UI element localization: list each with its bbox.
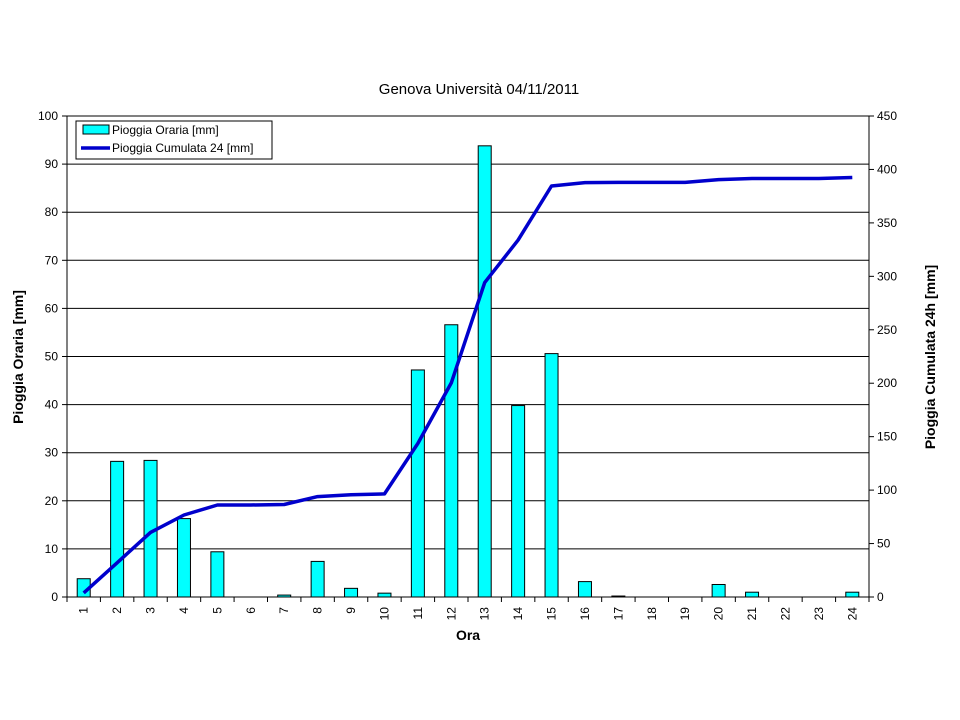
left-axis-label: Pioggia Oraria [mm]: [10, 290, 26, 424]
bar: [711, 583, 726, 598]
x-axis: 1 2 3 4 5 6 7 8 9 10 11 12 13 14 15 16 17 18 19 20 21 22 23 24: [66, 597, 870, 621]
x-tick-label: 9: [344, 607, 358, 614]
bar: [745, 591, 760, 598]
bar: [344, 587, 359, 598]
x-tick-label: 7: [277, 607, 291, 614]
x-tick-label: 23: [812, 607, 826, 621]
x-tick-label: 10: [377, 607, 391, 621]
x-tick-label: 4: [177, 607, 191, 614]
x-tick-label: 2: [110, 607, 124, 614]
bar: [210, 551, 225, 598]
bar: [544, 353, 559, 598]
left-tick-label: 80: [45, 205, 59, 219]
cumulative-line: [82, 175, 853, 595]
x-tick-label: 1: [77, 607, 91, 614]
x-tick-label: 21: [745, 607, 759, 621]
bar: [577, 581, 592, 598]
bar: [310, 560, 325, 598]
left-tick-label: 60: [45, 301, 59, 315]
left-axis: 0 10 20 30 40 50 60 70 80 90 100: [38, 109, 67, 604]
x-tick-label: 16: [578, 607, 592, 621]
legend-swatch-hourly: [82, 124, 110, 135]
x-tick-label: 18: [645, 607, 659, 621]
right-tick-label: 350: [877, 216, 897, 230]
x-axis-label: Ora: [456, 627, 480, 643]
left-tick-label: 50: [45, 350, 59, 364]
right-axis-label: Pioggia Cumulata 24h [mm]: [922, 265, 938, 449]
x-tick-label: 15: [545, 607, 559, 621]
bar: [511, 405, 526, 598]
left-tick-label: 20: [45, 494, 59, 508]
bar: [477, 145, 492, 598]
x-tick-label: 8: [311, 607, 325, 614]
right-tick-label: 450: [877, 109, 897, 123]
x-tick-label: 13: [478, 607, 492, 621]
chart-title: Genova Università 04/11/2011: [379, 81, 579, 98]
x-tick-label: 11: [411, 607, 425, 620]
left-tick-label: 30: [45, 446, 59, 460]
x-tick-label: 24: [845, 607, 859, 621]
bar: [110, 460, 125, 598]
x-tick-label: 17: [611, 607, 625, 621]
x-tick-label: 20: [712, 607, 726, 621]
left-tick-label: 0: [51, 590, 58, 604]
right-tick-label: 0: [877, 590, 884, 604]
left-tick-label: 40: [45, 398, 59, 412]
x-tick-label: 22: [778, 607, 792, 621]
right-tick-label: 300: [877, 269, 897, 283]
right-tick-label: 50: [877, 537, 891, 551]
x-tick-label: 19: [678, 607, 692, 621]
bar: [410, 369, 425, 598]
legend: Pioggia Oraria [mm] Pioggia Cumulata 24 …: [75, 120, 273, 160]
x-tick-label: 12: [444, 607, 458, 621]
bar: [845, 591, 860, 598]
right-tick-label: 100: [877, 483, 897, 497]
x-tick-label: 3: [144, 607, 158, 614]
right-tick-label: 200: [877, 376, 897, 390]
bar-series: [76, 145, 860, 598]
x-tick-label: 6: [244, 607, 258, 614]
legend-label-hourly: Pioggia Oraria [mm]: [112, 123, 219, 137]
left-tick-label: 100: [38, 109, 58, 123]
legend-label-cumulative: Pioggia Cumulata 24 [mm]: [112, 141, 253, 155]
right-tick-label: 250: [877, 323, 897, 337]
left-tick-label: 10: [45, 542, 59, 556]
grid-lines: [67, 163, 869, 550]
x-tick-label: 5: [210, 607, 224, 614]
bar: [377, 592, 392, 598]
left-tick-label: 70: [45, 253, 59, 267]
right-tick-label: 400: [877, 162, 897, 176]
right-axis: 0 50 100 150 200 250 300 350 400 450: [869, 109, 897, 604]
right-tick-label: 150: [877, 430, 897, 444]
left-tick-label: 90: [45, 157, 59, 171]
bar: [176, 518, 191, 598]
x-tick-label: 14: [511, 607, 525, 621]
